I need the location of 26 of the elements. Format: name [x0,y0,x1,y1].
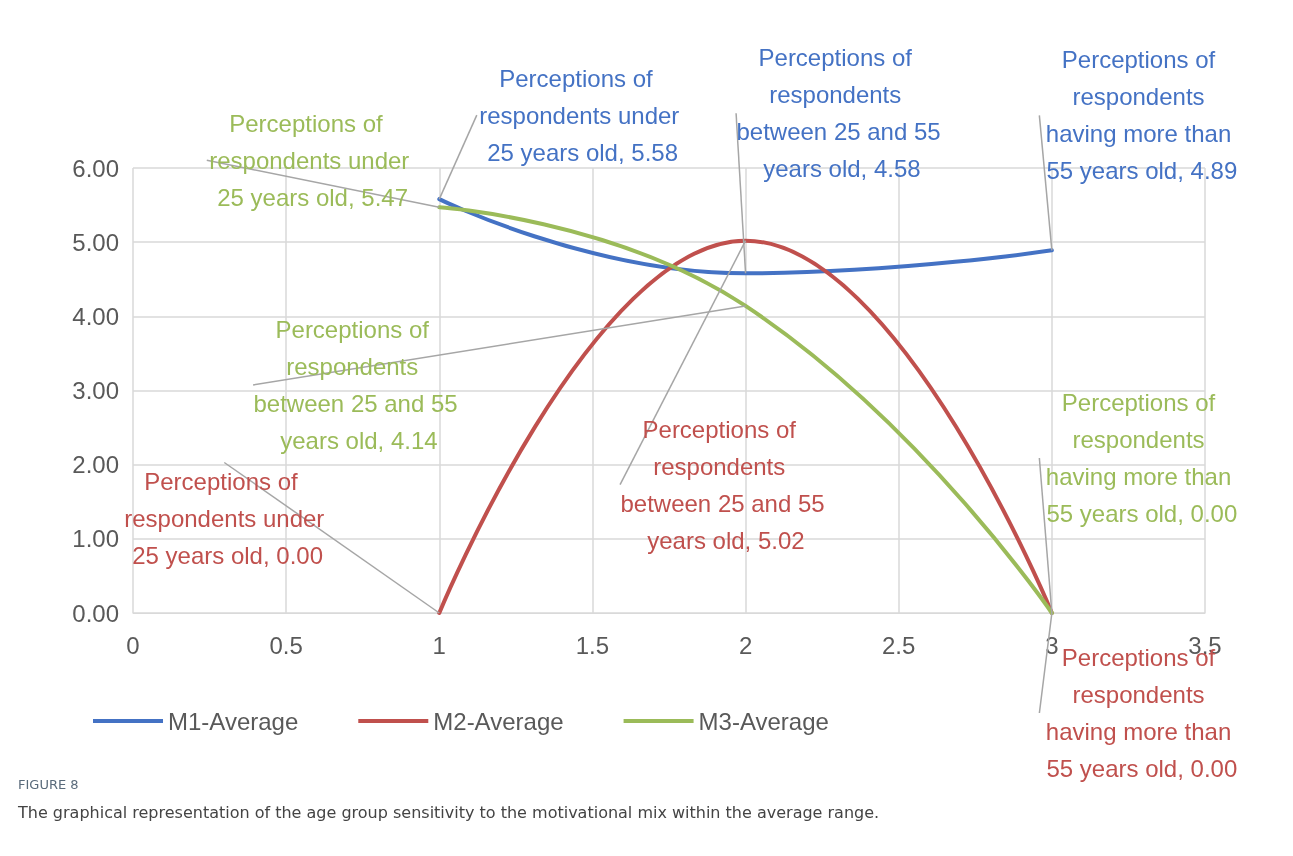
y-tick-label: 3.00 [72,377,119,404]
x-tick-label: 1.5 [575,631,610,659]
x-tick-label: 2 [738,631,753,659]
legend-label: M2-Average [433,707,564,735]
x-tick-label: 0 [126,631,140,659]
data-label: Perceptions of respondents between 25 and 55 years old, 4.14 [253,315,458,454]
text: The graphical representation of the age group sensitivity to the motivational mix within the average range. [17,802,880,822]
legend-label: M1-Average [168,707,299,735]
y-tick-label: 4.00 [72,302,119,330]
data-label: Perceptions of respondents under 25 years old, 5.58 [479,64,680,166]
y-tick-label: 1.00 [72,525,119,553]
y-tick-label: 6.00 [72,154,119,182]
x-tick-label: 2.5 [882,631,916,659]
data-label: Perceptions of respondents having more than 55 years old, 4.89 [1045,46,1238,185]
y-tick-label: 5.00 [72,228,119,256]
data-label: Perceptions of respondents between 25 and 55 years old, 5.02 [620,415,825,554]
data-label: Perceptions of respondents under 25 years old, 5.47 [209,109,410,211]
data-label: Perceptions of respondents under 25 years old, 0.00 [124,467,325,569]
y-tick-label: 2.00 [72,451,119,479]
data-label: Perceptions of respondents between 25 and 55 years old, 4.58 [736,44,941,183]
data-label: Perceptions of respondents having more than 55 years old, 0.00 [1045,389,1238,527]
x-tick-label: 1 [432,631,446,659]
y-tick-label: 0.00 [72,599,119,627]
legend-label: M3-Average [698,707,829,735]
x-tick-label: 0.5 [269,631,303,659]
caption: FIGURE 8 [18,777,79,792]
